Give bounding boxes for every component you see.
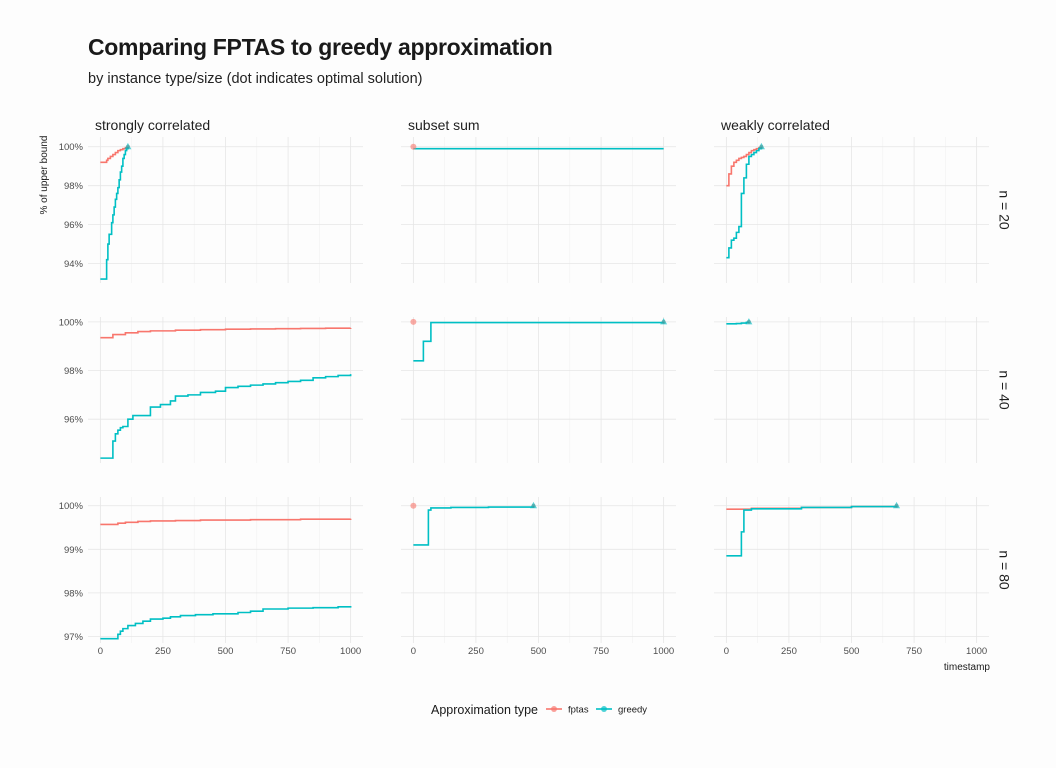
series-line-fptas: [726, 146, 763, 187]
legend-label-greedy: greedy: [618, 705, 647, 716]
series-line-greedy: [100, 374, 352, 459]
panel-2-0: [88, 497, 363, 643]
optimal-dot-marker: [125, 144, 130, 149]
y-tick-label: 98%: [64, 588, 84, 599]
optimal-dot-marker: [410, 143, 417, 150]
y-tick-label: 94%: [64, 259, 84, 270]
panel-0-0: [88, 137, 363, 283]
optimal-dot-marker: [661, 319, 666, 324]
series-line-greedy: [100, 605, 352, 640]
x-tick-label: 750: [593, 646, 609, 657]
y-tick-label: 100%: [59, 142, 84, 153]
row-facet-label-0: n = 20: [996, 190, 1012, 230]
y-tick-label: 96%: [64, 415, 84, 426]
panel-1-0: [88, 317, 363, 463]
facet-label-1: subset sum: [408, 117, 480, 133]
y-tick-label: 98%: [64, 366, 84, 377]
x-tick-label: 1000: [966, 646, 987, 657]
x-tick-label: 0: [411, 646, 416, 657]
y-tick-label: 96%: [64, 220, 84, 231]
optimal-dot-marker: [746, 319, 751, 324]
y-tick-label: 100%: [59, 317, 84, 328]
optimal-dot-marker: [894, 503, 899, 508]
y-tick-label: 98%: [64, 181, 84, 192]
panel-1-1: [401, 317, 676, 463]
series-line-greedy: [413, 321, 665, 362]
x-tick-label: 750: [280, 646, 296, 657]
x-tick-label: 500: [531, 646, 547, 657]
y-tick-label: 100%: [59, 501, 84, 512]
chart-title: Comparing FPTAS to greedy approximation: [88, 34, 553, 60]
panel-2-1: [401, 497, 676, 643]
panel-2-2: [714, 497, 989, 643]
series-line-fptas: [100, 327, 352, 339]
x-axis-title: timestamp: [944, 662, 991, 673]
x-tick-label: 0: [98, 646, 103, 657]
facet-label-0: strongly correlated: [95, 117, 210, 133]
x-tick-label: 500: [218, 646, 234, 657]
optimal-dot-marker: [410, 502, 417, 509]
chart-subtitle: by instance type/size (dot indicates opt…: [88, 71, 423, 87]
legend-key-dot: [551, 706, 557, 712]
row-facet-label-1: n = 40: [996, 370, 1012, 410]
x-tick-label: 0: [724, 646, 729, 657]
optimal-dot-marker: [410, 318, 417, 325]
y-tick-label: 99%: [64, 545, 84, 556]
legend-title: Approximation type: [431, 703, 538, 717]
legend-label-fptas: fptas: [568, 705, 589, 716]
y-tick-label: 97%: [64, 632, 84, 643]
x-tick-label: 1000: [653, 646, 674, 657]
series-line-fptas: [100, 146, 129, 164]
legend-key-dot: [601, 706, 607, 712]
series-line-greedy: [413, 505, 535, 546]
series-line-greedy: [726, 505, 898, 557]
x-tick-label: 250: [468, 646, 484, 657]
optimal-dot-marker: [759, 144, 764, 149]
optimal-dot-marker: [531, 503, 536, 508]
series-line-greedy: [726, 146, 763, 259]
panel-0-1: [401, 137, 676, 283]
x-tick-label: 500: [844, 646, 860, 657]
x-tick-label: 250: [155, 646, 171, 657]
panel-1-2: [714, 317, 989, 463]
series-line-greedy: [100, 146, 129, 280]
x-tick-label: 250: [781, 646, 797, 657]
panel-0-2: [714, 137, 989, 283]
legend: Approximation type fptas greedy: [431, 703, 647, 717]
x-tick-label: 750: [906, 646, 922, 657]
row-facet-label-2: n = 80: [996, 550, 1012, 590]
series-line-fptas: [100, 518, 352, 526]
x-tick-label: 1000: [340, 646, 361, 657]
y-axis-title: % of upper bound: [39, 136, 50, 215]
facet-label-2: weakly correlated: [720, 117, 830, 133]
